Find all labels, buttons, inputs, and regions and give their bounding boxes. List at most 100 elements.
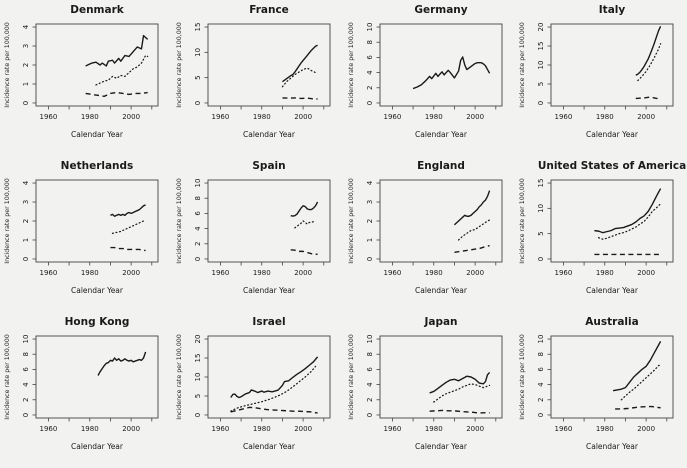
x-tick-label: 1960 [555, 269, 573, 277]
y-tick-label: 6 [22, 367, 30, 372]
x-tick-label: 1980 [253, 113, 271, 121]
plot-box [207, 23, 331, 107]
y-tick-label: 4 [22, 382, 30, 387]
x-axis-label: Calendar Year [71, 442, 124, 451]
x-tick-label: 1980 [596, 425, 614, 433]
x-axis-label: Calendar Year [586, 130, 639, 139]
panel-title: Australia [586, 316, 639, 328]
y-tick-label: 15 [194, 354, 202, 363]
y-tick-label: 3 [22, 44, 30, 48]
panel-title: Germany [414, 4, 467, 16]
y-tick-label: 2 [537, 398, 545, 402]
y-tick-label: 1 [366, 238, 374, 242]
x-tick-label: 1980 [424, 269, 442, 277]
y-tick-label: 0 [194, 413, 202, 417]
plot-svg-spain: Spain 1960 1980 2000 0 2 4 6 8 10 Calendar Year Inc… [176, 160, 331, 295]
y-tick-label: 0 [22, 413, 30, 417]
y-tick-label: 4 [366, 180, 374, 185]
series-dotted-line [432, 383, 490, 403]
plot-svg-france: France 1960 1980 2000 0 5 10 15 Calendar Year Inc… [176, 4, 331, 139]
panel-spain: Spain 1960 1980 2000 0 2 4 6 8 10 Calendar Year Inc… [172, 156, 344, 312]
y-tick-label: 4 [537, 382, 545, 387]
y-tick-label: 10 [194, 48, 202, 57]
plot-box [379, 23, 502, 107]
panel-title: Netherlands [61, 160, 134, 172]
panel-title: United States of America [538, 160, 686, 172]
series-dotted-line [598, 203, 662, 240]
series-dotted-line [293, 220, 316, 229]
y-tick-label: 2 [22, 63, 30, 67]
x-tick-label: 1960 [211, 269, 229, 277]
series-solid-line [290, 201, 318, 217]
series-dashed-line [453, 244, 490, 254]
y-tick-label: 0 [537, 257, 545, 261]
x-axis-label: Calendar Year [586, 442, 639, 451]
y-tick-label: 5 [537, 231, 545, 235]
y-tick-label: 5 [537, 82, 545, 86]
plot-box [379, 179, 502, 263]
series-dashed-line [635, 96, 661, 100]
plot-box [35, 335, 159, 419]
plot-svg-australia: Australia 1960 1980 2000 0 2 4 6 8 10 Calendar Yea… [519, 316, 674, 451]
panel-title: England [417, 160, 465, 172]
y-tick-label: 0 [194, 257, 202, 261]
series-solid-line [428, 371, 490, 394]
series-dotted-line [637, 43, 662, 82]
y-tick-label: 10 [537, 335, 545, 344]
y-tick-label: 10 [366, 23, 374, 32]
y-tick-label: 0 [22, 257, 30, 261]
y-tick-label: 1 [22, 82, 30, 86]
panel-title: Denmark [70, 4, 125, 16]
y-tick-label: 2 [366, 219, 374, 223]
y-tick-label: 2 [366, 86, 374, 90]
x-axis-label: Calendar Year [243, 442, 296, 451]
series-dashed-line [290, 249, 318, 256]
series-solid-line [97, 351, 147, 376]
y-axis-label: Incidence rate per 100,000 [4, 22, 11, 108]
x-tick-label: 2000 [637, 269, 655, 277]
plot-svg-united-states-of-america: United States of America 1960 1980 2000 0 5 10… [519, 160, 686, 295]
panel-title: France [249, 4, 289, 16]
x-tick-label: 1980 [424, 425, 442, 433]
x-tick-label: 2000 [294, 269, 312, 277]
plot-svg-netherlands: Netherlands 1960 1980 2000 0 1 2 3 4 Calendar Yea… [4, 160, 159, 295]
plot-svg-denmark: Denmark 1960 1980 2000 0 1 2 3 4 Calendar Year Inc… [4, 4, 159, 139]
y-tick-label: 1 [22, 238, 30, 242]
x-tick-label: 1960 [39, 113, 57, 121]
x-tick-label: 1980 [81, 425, 99, 433]
y-tick-label: 0 [537, 101, 545, 105]
y-tick-label: 10 [366, 335, 374, 344]
x-tick-label: 1960 [383, 269, 401, 277]
plot-svg-hong-kong: Hong Kong 1960 1980 2000 0 2 4 6 8 10 Calendar Yea… [4, 316, 159, 451]
y-tick-label: 10 [194, 373, 202, 382]
y-tick-label: 8 [22, 352, 30, 356]
y-tick-label: 4 [22, 180, 30, 185]
panel-denmark: Denmark 1960 1980 2000 0 1 2 3 4 Calendar Year Inc… [0, 0, 172, 156]
y-tick-label: 10 [194, 179, 202, 188]
y-tick-label: 3 [366, 200, 374, 204]
y-tick-label: 2 [22, 398, 30, 402]
y-axis-label: Incidence rate per 100,000 [348, 334, 355, 420]
y-tick-label: 6 [537, 367, 545, 372]
plot-box [550, 23, 674, 107]
series-solid-line [229, 356, 318, 399]
y-tick-label: 5 [194, 75, 202, 79]
y-axis-label: Incidence rate per 100,000 [176, 334, 183, 420]
panel-italy: Italy 1960 1980 2000 0 5 10 15 20 Calendar Year In… [515, 0, 687, 156]
x-tick-label: 2000 [122, 113, 140, 121]
y-tick-label: 15 [537, 42, 545, 51]
x-tick-label: 1960 [555, 113, 573, 121]
y-tick-label: 8 [366, 352, 374, 356]
x-tick-label: 1980 [596, 113, 614, 121]
x-tick-label: 1980 [253, 425, 271, 433]
panel-hong-kong: Hong Kong 1960 1980 2000 0 2 4 6 8 10 Calendar Yea… [0, 312, 172, 468]
panel-title: Japan [423, 316, 457, 328]
plot-box [550, 335, 674, 419]
x-tick-label: 2000 [466, 113, 484, 121]
y-tick-label: 6 [366, 367, 374, 372]
y-tick-label: 5 [194, 394, 202, 398]
x-axis-label: Calendar Year [415, 442, 468, 451]
y-tick-label: 8 [537, 352, 545, 356]
series-dashed-line [230, 406, 318, 414]
